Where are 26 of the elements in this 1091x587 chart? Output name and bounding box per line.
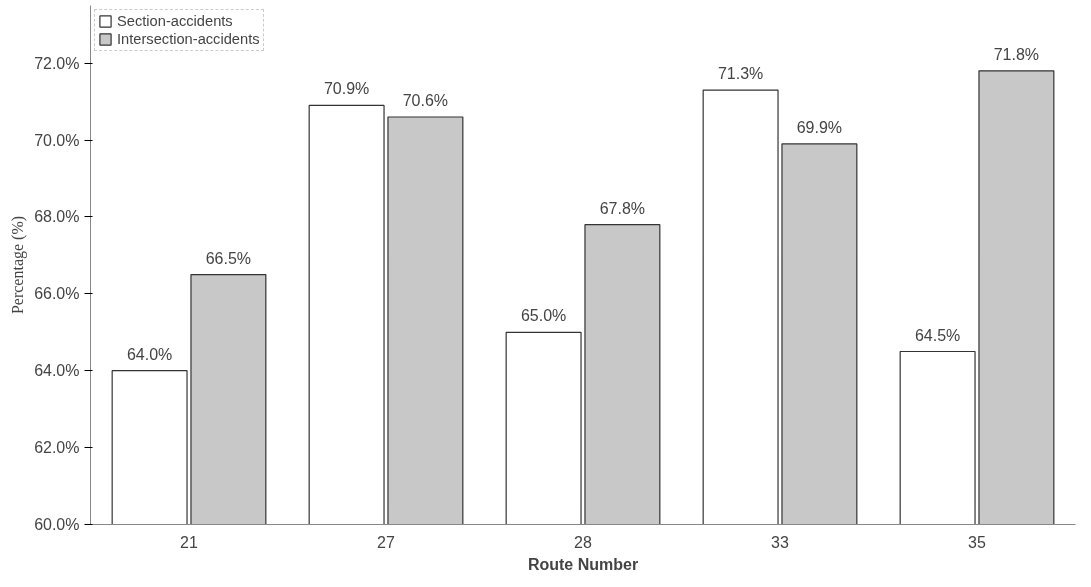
x-tick-label: 35: [968, 533, 986, 551]
data-label: 65.0%: [520, 307, 567, 325]
x-tick-label: 33: [771, 533, 789, 551]
y-tick-label: 70.0%: [34, 131, 80, 149]
data-label: 64.0%: [126, 345, 173, 363]
data-label: 69.9%: [796, 118, 843, 136]
data-label: 71.3%: [717, 65, 764, 83]
y-tick-label: 72.0%: [34, 54, 80, 72]
data-label: 70.9%: [323, 80, 370, 98]
legend-label: Section-accidents: [117, 13, 233, 29]
y-axis-title: Percentage (%): [9, 215, 28, 315]
x-tick-label: 21: [180, 533, 198, 551]
data-label: 64.5%: [914, 326, 961, 344]
data-label: 71.8%: [993, 45, 1040, 63]
data-label: 70.6%: [402, 91, 449, 109]
y-tick-label: 62.0%: [34, 439, 80, 457]
y-tick-label: 66.0%: [34, 285, 80, 303]
data-label: 66.5%: [205, 249, 252, 267]
x-axis-title: Route Number: [527, 555, 639, 573]
y-tick-label: 64.0%: [34, 362, 80, 380]
data-label: 67.8%: [599, 199, 646, 217]
x-tick-label: 28: [574, 533, 592, 551]
legend-label: Intersection-accidents: [117, 31, 260, 47]
y-tick-label: 60.0%: [34, 516, 80, 533]
y-tick-label: 68.0%: [34, 208, 80, 226]
x-tick-label: 27: [377, 533, 395, 551]
